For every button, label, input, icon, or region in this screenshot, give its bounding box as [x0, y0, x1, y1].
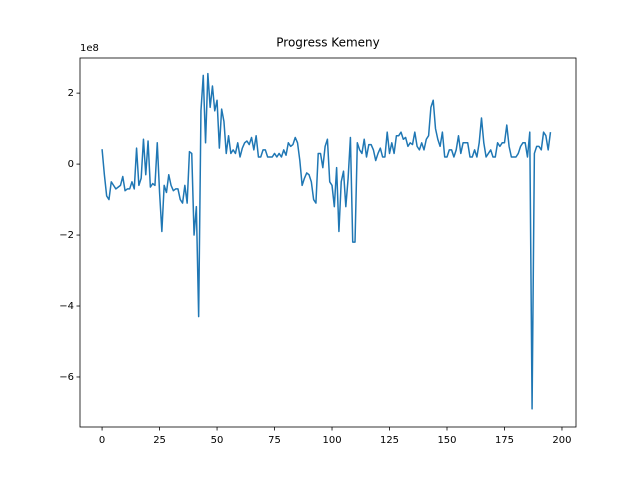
x-tick-label: 200 — [552, 435, 571, 446]
y-tick-label: 0 — [68, 159, 74, 170]
x-tick-label: 50 — [211, 435, 224, 446]
axes-frame — [79, 57, 577, 428]
x-tick-label: 175 — [495, 435, 514, 446]
line — [101, 72, 552, 410]
x-tick-label: 100 — [322, 435, 341, 446]
x-tick-label: 75 — [268, 435, 281, 446]
plot-area: 0 25 50 75 100 125 150 175 200 −6 −4 −2 0 2 — [59, 72, 572, 446]
y-offset-label: 1e8 — [80, 43, 99, 54]
x-tick-label: 125 — [380, 435, 399, 446]
y-tick-label: −2 — [59, 230, 74, 241]
y-tick-label: −4 — [59, 301, 74, 312]
y-tick-label: 2 — [68, 88, 74, 99]
x-tick-label: 25 — [153, 435, 166, 446]
x-tick-label: 150 — [437, 435, 456, 446]
x-tick-label: 0 — [99, 435, 105, 446]
chart-title: Progress Kemeny — [276, 36, 379, 50]
y-tick-label: −6 — [59, 372, 74, 383]
